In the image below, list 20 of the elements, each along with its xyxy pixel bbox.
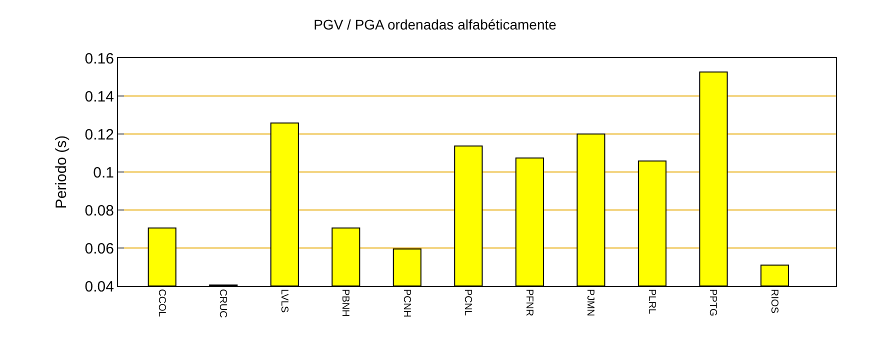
x-tick-label: LVLS [278,289,290,314]
x-tick-label: PCNL [462,289,474,316]
y-tick-label: 0.04 [84,278,114,296]
y-tick-label: 0.08 [84,202,114,220]
x-tick-label: PLRL [646,289,657,314]
y-tick-label: 0.12 [84,126,114,144]
y-tick-label: 0.1 [93,164,114,182]
x-tick-label: PPTG [707,289,718,316]
y-tick-label: 0.14 [84,88,114,106]
x-tick-label: RIOS [768,289,780,314]
y-tick-label: 0.16 [84,50,114,68]
y-tick-label: 0.06 [84,240,114,258]
chart-title: PGV / PGA ordenadas alfabéticamente [314,16,557,32]
x-tick-label: PFNR [523,289,534,316]
x-tick-label: CRUC [217,289,228,318]
y-axis-title: Periodo (s) [53,135,70,209]
x-tick-label: PJMN [584,289,596,316]
x-tick-label: PCNH [400,289,412,318]
x-tick-label: CCOL [156,289,167,318]
x-tick-label: PBNH [340,289,351,317]
